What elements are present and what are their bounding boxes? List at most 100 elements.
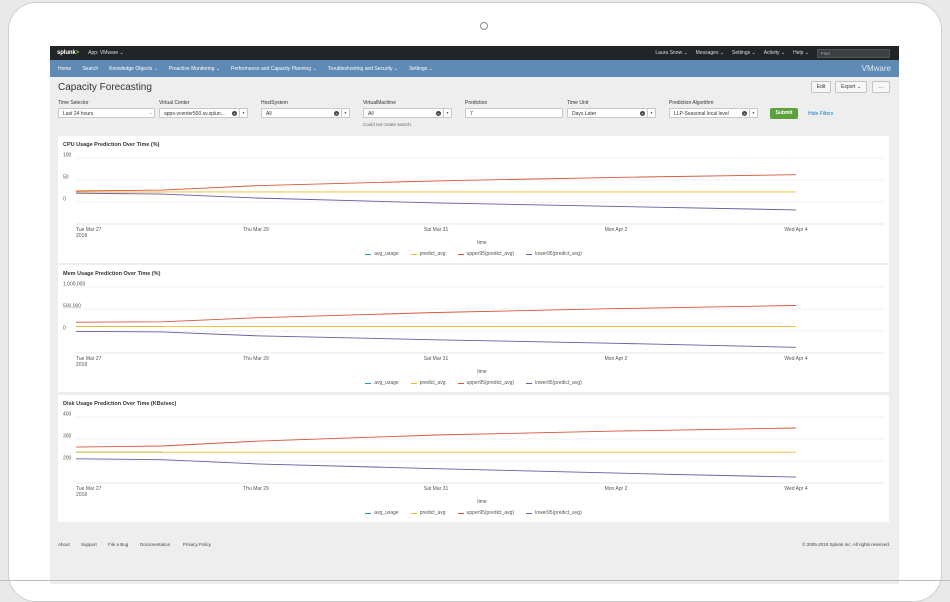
y-tick-label: 300 [63,434,72,440]
nav-performance-capacity[interactable]: Performance and Capacity Planning ⌄ [231,65,317,72]
legend-item[interactable]: upper95(predict_avg) [457,380,515,386]
clear-icon[interactable]: × [334,111,339,116]
legend-item[interactable]: upper95(predict_avg) [457,510,515,516]
nav-search[interactable]: Search [82,65,99,72]
legend-label: lower95(predict_avg) [535,510,582,516]
legend-item[interactable]: predict_avg [410,510,446,516]
y-tick-label: 1,000,000 [63,282,85,288]
legend-item[interactable]: lower95(predict_avg) [526,510,582,516]
x-tick-label: Mon Apr 2 [605,486,628,492]
legend-item[interactable]: avg_usage [365,510,399,516]
footer-link-about[interactable]: About [58,542,70,547]
prediction-input[interactable]: 7 [465,108,563,118]
legend-label: upper95(predict_avg) [466,380,515,386]
footer-link-file-bug[interactable]: File a Bug [108,542,129,547]
chart-legend: avg_usage predict_avg upper95(predict_avg)… [58,510,889,516]
legend-label: lower95(predict_avg) [535,380,582,386]
algorithm-input[interactable]: LLP-Seasonal local level × ▾ [669,108,758,118]
time-selector-value: Last 24 hours [63,111,94,117]
time-selector-input[interactable]: Last 24 hours ⌄ [58,108,155,118]
clear-icon[interactable]: × [232,111,237,116]
bottom-edge [0,580,950,581]
x-tick-label: Tue Mar 27 [76,356,102,362]
splunk-logo[interactable]: splunk> [57,50,80,56]
footer-link-support[interactable]: Support [81,542,97,547]
camera-icon [480,22,488,30]
legend-label: predict_avg [419,380,446,386]
legend-label: predict_avg [419,251,446,257]
nav-troubleshooting-security[interactable]: Troubleshooting and Security ⌄ [327,65,399,72]
x-tick-label: Wed Apr 4 [784,227,807,233]
x-tick-label: Tue Mar 27 [76,486,102,492]
legend-label: upper95(predict_avg) [466,510,515,516]
export-button[interactable]: Export ⌄ [835,81,867,93]
messages-menu[interactable]: Messages ⌄ [695,50,725,56]
app-selector[interactable]: App: VMware ⌄ [88,50,124,56]
submit-button[interactable]: Submit [770,108,798,119]
legend-label: predict_avg [419,510,446,516]
time-selector-label: Time Selector [58,100,89,106]
chevron-down-icon[interactable]: ▾ [443,109,451,117]
user-menu[interactable]: Laura Snow ⌄ [655,50,688,56]
x-tick-label: Tue Mar 27 [76,227,102,233]
nav-knowledge-objects[interactable]: Knowledge Objects ⌄ [109,65,158,72]
series-line-upper95 [75,427,797,448]
x-tick-label: Thu Mar 29 [243,356,269,362]
nav-settings[interactable]: Settings ⌄ [409,65,433,72]
clear-icon[interactable]: × [640,111,645,116]
legend-item[interactable]: predict_avg [410,380,446,386]
series-line-lower95 [75,458,797,478]
chevron-down-icon[interactable]: ▾ [647,109,655,117]
y-tick-label: 0 [63,326,66,332]
more-button[interactable]: ... [872,81,890,93]
x-tick-label: Mon Apr 2 [605,227,628,233]
host-system-input[interactable]: All × ▾ [261,108,350,118]
x-tick-label: Wed Apr 4 [784,486,807,492]
page-title: Capacity Forecasting [58,82,152,93]
host-system-value: All [266,111,272,117]
x-tick-label: Thu Mar 29 [243,486,269,492]
virtual-center-value: apps-vcenter500.sv.splun... [164,111,225,117]
nav-proactive-monitoring[interactable]: Proactive Monitoring ⌄ [168,65,221,72]
series-line-lower95 [75,330,797,348]
activity-menu[interactable]: Activity ⌄ [763,50,786,56]
prediction-label: Prediction [465,100,488,106]
legend-item[interactable]: lower95(predict_avg) [526,251,582,257]
app-nav: Home Search Knowledge Objects ⌄ Proactiv… [50,60,899,77]
x-axis-label: time [477,499,487,505]
clear-icon[interactable]: × [742,111,747,116]
legend-item[interactable]: avg_usage [365,251,399,257]
help-menu[interactable]: Help ⌄ [793,50,809,56]
legend-swatch [457,253,464,255]
virtual-center-input[interactable]: apps-vcenter500.sv.splun... × ▾ [159,108,248,118]
chevron-down-icon[interactable]: ▾ [341,109,349,117]
x-tick-label: Mon Apr 2 [605,356,628,362]
clear-icon[interactable]: × [436,111,441,116]
legend-swatch [365,382,372,384]
time-unit-value: Days Later [572,111,597,117]
copyright: © 2005-2018 Splunk Inc. All rights reser… [802,542,890,547]
chevron-down-icon[interactable]: ▾ [749,109,757,117]
edit-button[interactable]: Edit [811,81,831,93]
prediction-value: 7 [470,111,473,117]
legend-label: avg_usage [374,380,399,386]
series-line-upper95 [75,174,797,192]
time-unit-input[interactable]: Days Later × ▾ [567,108,656,118]
find-input[interactable]: Find [817,48,890,58]
legend-item[interactable]: upper95(predict_avg) [457,251,514,257]
settings-menu[interactable]: Settings ⌄ [732,50,756,56]
virtual-machine-input[interactable]: All × ▾ [363,108,452,118]
footer: About Support File a Bug Documentation P… [50,536,899,584]
legend-item[interactable]: predict_avg [410,251,446,257]
footer-link-privacy[interactable]: Privacy Policy [183,542,212,547]
mem-chart-panel: Mem Usage Prediction Over Time (%) 1,000… [58,265,889,392]
footer-link-documentation[interactable]: Documentation [140,542,171,547]
hide-filters-link[interactable]: Hide Filters [808,111,834,117]
chart-title: CPU Usage Prediction Over Time (%) [63,142,160,148]
legend-swatch [526,512,533,514]
legend-item[interactable]: avg_usage [365,380,399,386]
search-error-hint: Could not create search. [363,122,413,127]
nav-home[interactable]: Home [58,65,72,72]
chevron-down-icon[interactable]: ▾ [239,109,247,117]
legend-item[interactable]: lower95(predict_avg) [526,380,582,386]
